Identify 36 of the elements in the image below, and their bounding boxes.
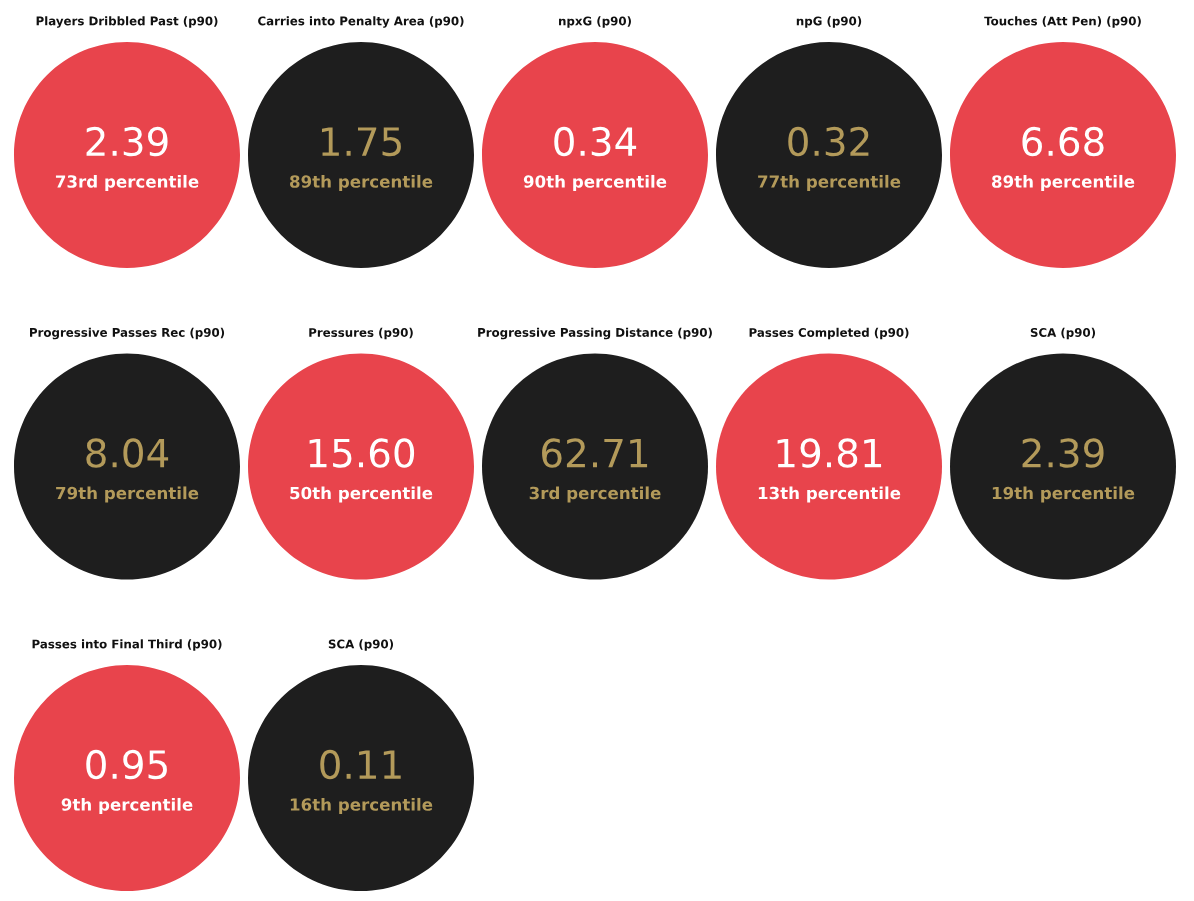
text: 13th percentile — [758, 486, 901, 503]
data-label: 0.95 — [86, 749, 167, 780]
category-label: Touches (Att Pen) (p90) — [984, 16, 1141, 28]
data-label: 2.39 — [86, 126, 168, 157]
category-label: Carries into Penalty Area (p90) — [258, 16, 464, 28]
data-label: 1.75 — [321, 127, 401, 157]
data-label: 0.11 — [320, 749, 401, 780]
category-label: npxG (p90) — [559, 16, 631, 28]
category-label: Passes Completed (p90) — [749, 327, 909, 340]
category-label: npG (p90) — [796, 16, 862, 28]
category-label: SCA (p90) — [328, 639, 394, 651]
data-label: 19.81 — [777, 438, 882, 468]
text: 19th percentile — [992, 486, 1135, 503]
category-label: Progressive Passes Rec (p90) — [30, 327, 225, 340]
category-label: Players Dribbled Past (p90) — [36, 16, 218, 28]
category-label: Progressive Passing Distance (p90) — [478, 327, 712, 340]
text: 50th percentile — [290, 486, 433, 503]
text: 73rd percentile — [55, 174, 199, 192]
data-label: 15.60 — [309, 438, 415, 468]
data-label: 6.68 — [1022, 126, 1104, 157]
data-label: 0.32 — [788, 126, 869, 157]
text: 3rd percentile — [529, 486, 661, 503]
text: 90th percentile — [523, 174, 667, 192]
data-label: 0.34 — [554, 126, 637, 157]
data-label: 8.04 — [86, 438, 169, 468]
category-label: SCA (p90) — [1030, 327, 1096, 340]
text: 16th percentile — [290, 797, 433, 815]
text: 89th percentile — [290, 174, 433, 192]
data-label: 62.71 — [542, 438, 648, 468]
category-label: Passes into Final Third (p90) — [32, 639, 222, 651]
text: 9th percentile — [61, 797, 193, 815]
text: 79th percentile — [56, 486, 199, 503]
text: 77th percentile — [758, 174, 901, 192]
category-label: Pressures (p90) — [309, 327, 413, 340]
data-label: 2.39 — [1022, 438, 1104, 468]
text: 89th percentile — [992, 174, 1135, 192]
